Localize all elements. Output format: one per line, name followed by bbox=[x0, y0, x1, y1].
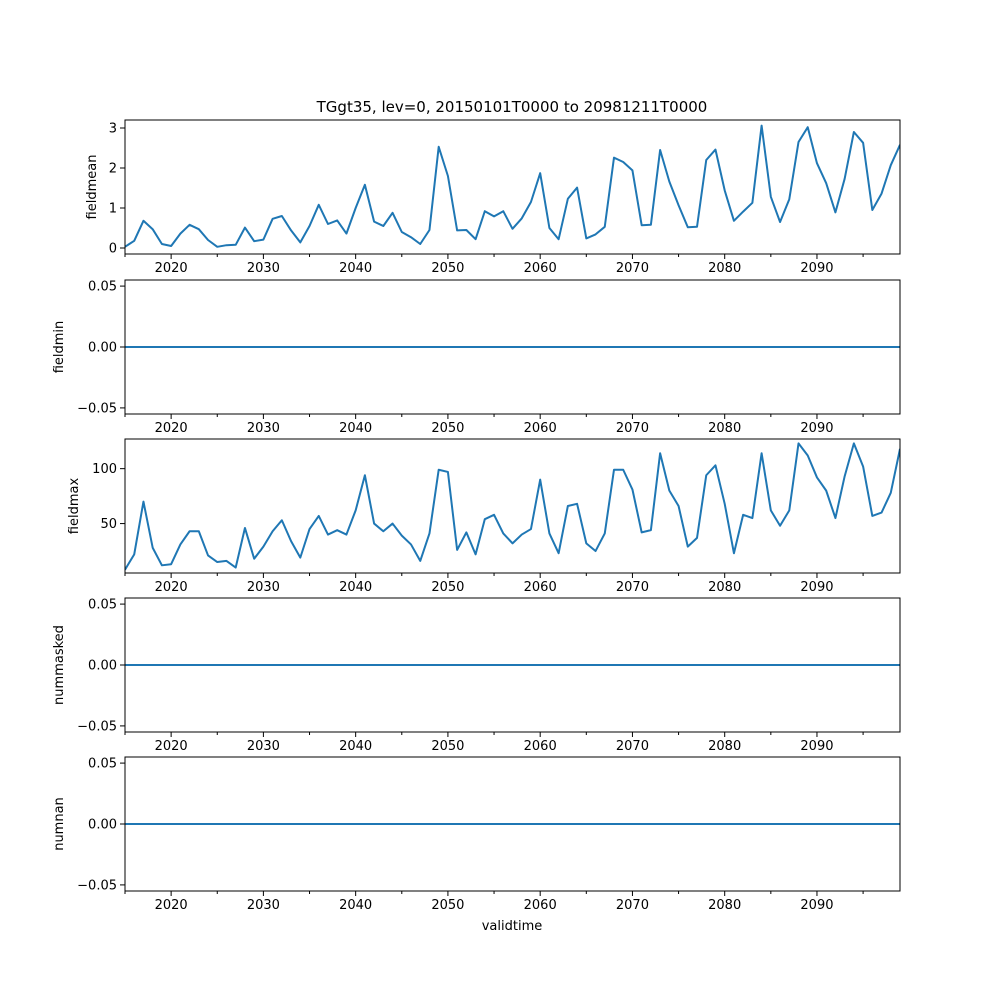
y-tick-label: 0.00 bbox=[88, 341, 117, 356]
x-tick-label: 2050 bbox=[431, 898, 464, 913]
x-tick-label: 2030 bbox=[247, 739, 280, 754]
series-line-fieldmax bbox=[125, 442, 900, 571]
x-tick-label: 2030 bbox=[247, 261, 280, 276]
x-tick-label: 2070 bbox=[616, 898, 649, 913]
x-tick-label: 2080 bbox=[708, 898, 741, 913]
axes-frame bbox=[124, 756, 901, 892]
x-tick-label: 2080 bbox=[708, 739, 741, 754]
y-tick-label: −0.05 bbox=[77, 719, 117, 734]
y-tick-label: −0.05 bbox=[77, 401, 117, 416]
axes-frame bbox=[124, 279, 901, 415]
x-tick-label: 2070 bbox=[616, 580, 649, 595]
y-tick-label: 50 bbox=[100, 517, 117, 532]
x-tick-label: 2050 bbox=[431, 421, 464, 436]
x-tick-label: 2050 bbox=[431, 739, 464, 754]
x-tick-label: 2070 bbox=[616, 261, 649, 276]
x-tick-label: 2060 bbox=[524, 898, 557, 913]
x-tick-label: 2040 bbox=[339, 421, 372, 436]
y-tick-label: 0.00 bbox=[88, 818, 117, 833]
x-tick-label: 2080 bbox=[708, 261, 741, 276]
x-tick-label: 2040 bbox=[339, 898, 372, 913]
x-tick-label: 2040 bbox=[339, 261, 372, 276]
x-tick-label: 2060 bbox=[524, 421, 557, 436]
y-tick-label: −0.05 bbox=[77, 878, 117, 893]
y-tick-label: 0.05 bbox=[88, 280, 117, 295]
x-tick-label: 2090 bbox=[800, 261, 833, 276]
axes-frame bbox=[124, 119, 901, 255]
y-axis-label: numnan bbox=[52, 797, 67, 851]
panel-numnan: 2020 2030 2040 2050 2060 2070 2080 2090 −0.05 0.0… bbox=[52, 756, 901, 913]
x-tick-label: 2040 bbox=[339, 580, 372, 595]
panels: 2020 2030 2040 2050 2060 2070 2080 2090 0 1 2 3 fiel… bbox=[52, 119, 901, 913]
x-tick-label: 2020 bbox=[155, 421, 188, 436]
x-tick-label: 2060 bbox=[524, 580, 557, 595]
axes-frame bbox=[124, 438, 901, 574]
x-tick-label: 2090 bbox=[800, 421, 833, 436]
x-tick-label: 2070 bbox=[616, 421, 649, 436]
y-tick-label: 0.05 bbox=[88, 757, 117, 772]
panel-nummasked: 2020 2030 2040 2050 2060 2070 2080 2090 −0.05 0.0… bbox=[52, 597, 901, 754]
x-axis-label: validtime bbox=[482, 919, 543, 934]
y-tick-label: 1 bbox=[109, 202, 117, 217]
y-tick-label: 0.00 bbox=[88, 659, 117, 674]
x-tick-label: 2090 bbox=[800, 898, 833, 913]
x-tick-label: 2040 bbox=[339, 739, 372, 754]
x-tick-label: 2030 bbox=[247, 580, 280, 595]
x-tick-label: 2020 bbox=[155, 261, 188, 276]
panel-fieldmean: 2020 2030 2040 2050 2060 2070 2080 2090 0 1 2 3 fiel… bbox=[85, 119, 901, 276]
x-tick-label: 2080 bbox=[708, 580, 741, 595]
y-tick-label: 3 bbox=[109, 122, 117, 137]
x-tick-label: 2020 bbox=[155, 580, 188, 595]
y-axis-label: fieldmin bbox=[52, 321, 67, 374]
x-tick-label: 2060 bbox=[524, 261, 557, 276]
x-tick-label: 2060 bbox=[524, 739, 557, 754]
y-axis-label: fieldmean bbox=[85, 155, 100, 220]
x-tick-label: 2080 bbox=[708, 421, 741, 436]
y-tick-label: 0 bbox=[109, 242, 117, 257]
x-tick-label: 2050 bbox=[431, 580, 464, 595]
y-tick-label: 0.05 bbox=[88, 598, 117, 613]
y-tick-label: 2 bbox=[109, 162, 117, 177]
x-tick-label: 2020 bbox=[155, 739, 188, 754]
axes-frame bbox=[124, 597, 901, 733]
x-tick-label: 2030 bbox=[247, 898, 280, 913]
x-tick-label: 2050 bbox=[431, 261, 464, 276]
y-axis-label: fieldmax bbox=[67, 478, 82, 535]
x-tick-label: 2090 bbox=[800, 739, 833, 754]
panel-fieldmax: 2020 2030 2040 2050 2060 2070 2080 2090 50 100 fie… bbox=[67, 438, 901, 595]
x-tick-label: 2070 bbox=[616, 739, 649, 754]
x-tick-label: 2030 bbox=[247, 421, 280, 436]
series-line-fieldmean bbox=[125, 124, 900, 248]
x-tick-label: 2020 bbox=[155, 898, 188, 913]
panel-fieldmin: 2020 2030 2040 2050 2060 2070 2080 2090 −0.05 0.0… bbox=[52, 279, 901, 436]
y-tick-label: 100 bbox=[92, 462, 117, 477]
y-axis-label: nummasked bbox=[52, 625, 67, 705]
chart-title: TGgt35, lev=0, 20150101T0000 to 20981211… bbox=[316, 98, 708, 116]
x-tick-label: 2090 bbox=[800, 580, 833, 595]
